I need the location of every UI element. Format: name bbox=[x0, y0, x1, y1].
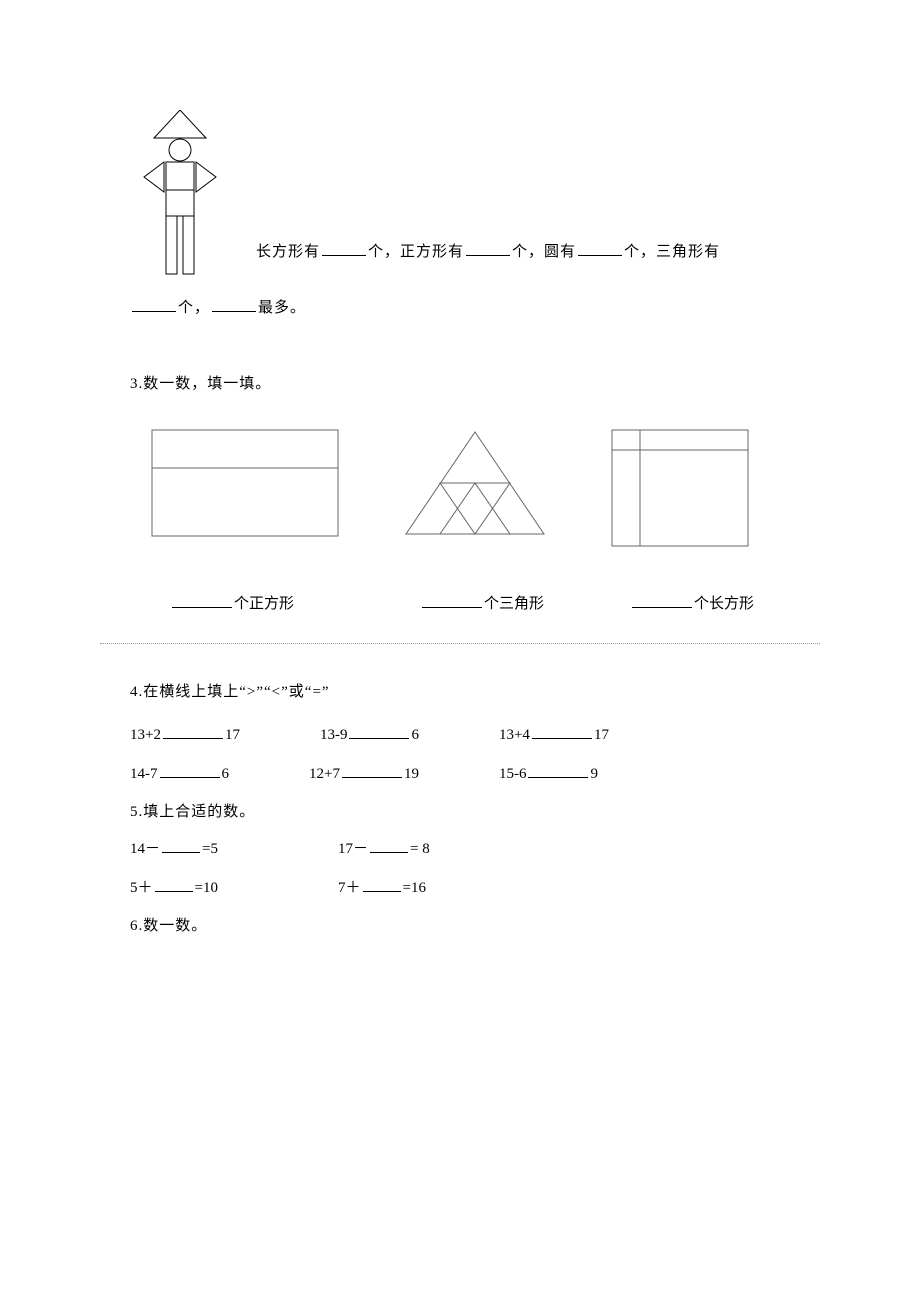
blank[interactable] bbox=[342, 762, 402, 778]
q3-fig-square bbox=[610, 428, 750, 548]
blank[interactable] bbox=[363, 876, 401, 892]
blank[interactable] bbox=[322, 240, 366, 256]
expr-right: 6 bbox=[222, 766, 230, 782]
expr-left: 13-9 bbox=[320, 727, 348, 743]
expr-right: 9 bbox=[590, 766, 598, 782]
triangle-diagram bbox=[400, 428, 550, 538]
expr-right: 17 bbox=[225, 727, 240, 743]
q3-captions: 个正方形 个三角形 个长方形 bbox=[170, 592, 790, 613]
q4-item: 14-7 6 bbox=[130, 755, 229, 794]
q4-row-2: 14-7 6 12+7 19 15-6 9 bbox=[130, 755, 790, 794]
blank[interactable] bbox=[155, 876, 193, 892]
q2-square-label: 个，正方形有 bbox=[368, 244, 464, 260]
blank[interactable] bbox=[370, 837, 408, 853]
q3-cap-square: 个正方形 bbox=[170, 592, 360, 613]
blank[interactable] bbox=[172, 592, 232, 608]
blank[interactable] bbox=[422, 592, 482, 608]
q4-item: 13+4 17 bbox=[499, 716, 609, 755]
expr-left: 14-7 bbox=[130, 766, 158, 782]
q2-count-suffix: 个， bbox=[178, 300, 210, 316]
q3-cap-rect: 个长方形 bbox=[630, 592, 770, 613]
expr-left: 15-6 bbox=[499, 766, 527, 782]
q2-row: 长方形有 个，正方形有 个，圆有 个，三角形有 bbox=[130, 110, 790, 280]
q6-title: 6.数一数。 bbox=[130, 908, 790, 944]
expr-left: 14－ bbox=[130, 841, 160, 857]
q2-text-line1: 长方形有 个，正方形有 个，圆有 个，三角形有 bbox=[256, 234, 720, 280]
q5-grid: 14－ =5 17－ = 8 5＋ =10 7＋ =16 bbox=[130, 830, 790, 908]
q5-item: 17－ = 8 bbox=[338, 830, 430, 869]
q5-row-2: 5＋ =10 7＋ =16 bbox=[130, 869, 790, 908]
q5-row-1: 14－ =5 17－ = 8 bbox=[130, 830, 790, 869]
q2-triangle-label: 个，三角形有 bbox=[624, 244, 720, 260]
q4-item: 15-6 9 bbox=[499, 755, 598, 794]
q3-fig-triangle bbox=[400, 428, 550, 548]
blank[interactable] bbox=[349, 723, 409, 739]
q2-most: 最多。 bbox=[258, 300, 306, 316]
q5-item: 5＋ =10 bbox=[130, 869, 218, 908]
q4-row-1: 13+2 17 13-9 6 13+4 17 bbox=[130, 716, 790, 755]
q3-cap-triangle: 个三角形 bbox=[420, 592, 570, 613]
q3-cap-square-text: 个正方形 bbox=[234, 592, 294, 613]
divider bbox=[100, 643, 820, 644]
q5-title: 5.填上合适的数。 bbox=[130, 794, 790, 830]
blank[interactable] bbox=[632, 592, 692, 608]
expr-left: 12+7 bbox=[309, 766, 340, 782]
blank[interactable] bbox=[532, 723, 592, 739]
blank[interactable] bbox=[162, 837, 200, 853]
blank[interactable] bbox=[578, 240, 622, 256]
expr-right: =10 bbox=[195, 880, 218, 896]
q3-cap-rect-text: 个长方形 bbox=[694, 592, 754, 613]
q4-item: 13-9 6 bbox=[320, 716, 419, 755]
q5-item: 7＋ =16 bbox=[338, 869, 426, 908]
q5-item: 14－ =5 bbox=[130, 830, 218, 869]
expr-left: 5＋ bbox=[130, 880, 153, 896]
blank[interactable] bbox=[528, 762, 588, 778]
blank[interactable] bbox=[160, 762, 220, 778]
q4-title: 4.在横线上填上“>”“<”或“=” bbox=[130, 674, 790, 710]
worksheet-page: 长方形有 个，正方形有 个，圆有 个，三角形有 个， 最多。 3.数一数，填一填。 bbox=[0, 0, 920, 1004]
expr-left: 17－ bbox=[338, 841, 368, 857]
q2-figure bbox=[130, 110, 230, 280]
expr-left: 13+2 bbox=[130, 727, 161, 743]
q4-item: 13+2 17 bbox=[130, 716, 240, 755]
q2-circle-label: 个，圆有 bbox=[512, 244, 576, 260]
q3-cap-triangle-text: 个三角形 bbox=[484, 592, 544, 613]
q2-text-line2: 个， 最多。 bbox=[130, 290, 790, 326]
q3-title: 3.数一数，填一填。 bbox=[130, 366, 790, 402]
shape-person bbox=[130, 110, 230, 280]
expr-right: 19 bbox=[404, 766, 419, 782]
blank[interactable] bbox=[132, 296, 176, 312]
blank[interactable] bbox=[163, 723, 223, 739]
expr-left: 7＋ bbox=[338, 880, 361, 896]
q4-grid: 13+2 17 13-9 6 13+4 17 14-7 6 12+7 19 15-6 9 bbox=[130, 716, 790, 794]
q3-fig-rect bbox=[150, 428, 340, 548]
square-diagram bbox=[610, 428, 750, 548]
rect-diagram bbox=[150, 428, 340, 538]
expr-right: = 8 bbox=[410, 841, 430, 857]
expr-left: 13+4 bbox=[499, 727, 530, 743]
q2-rect-label: 长方形有 bbox=[256, 244, 320, 260]
expr-right: =5 bbox=[202, 841, 218, 857]
q4-item: 12+7 19 bbox=[309, 755, 419, 794]
expr-right: 6 bbox=[411, 727, 419, 743]
expr-right: =16 bbox=[403, 880, 426, 896]
expr-right: 17 bbox=[594, 727, 609, 743]
blank[interactable] bbox=[466, 240, 510, 256]
blank[interactable] bbox=[212, 296, 256, 312]
q3-figures bbox=[150, 428, 790, 548]
